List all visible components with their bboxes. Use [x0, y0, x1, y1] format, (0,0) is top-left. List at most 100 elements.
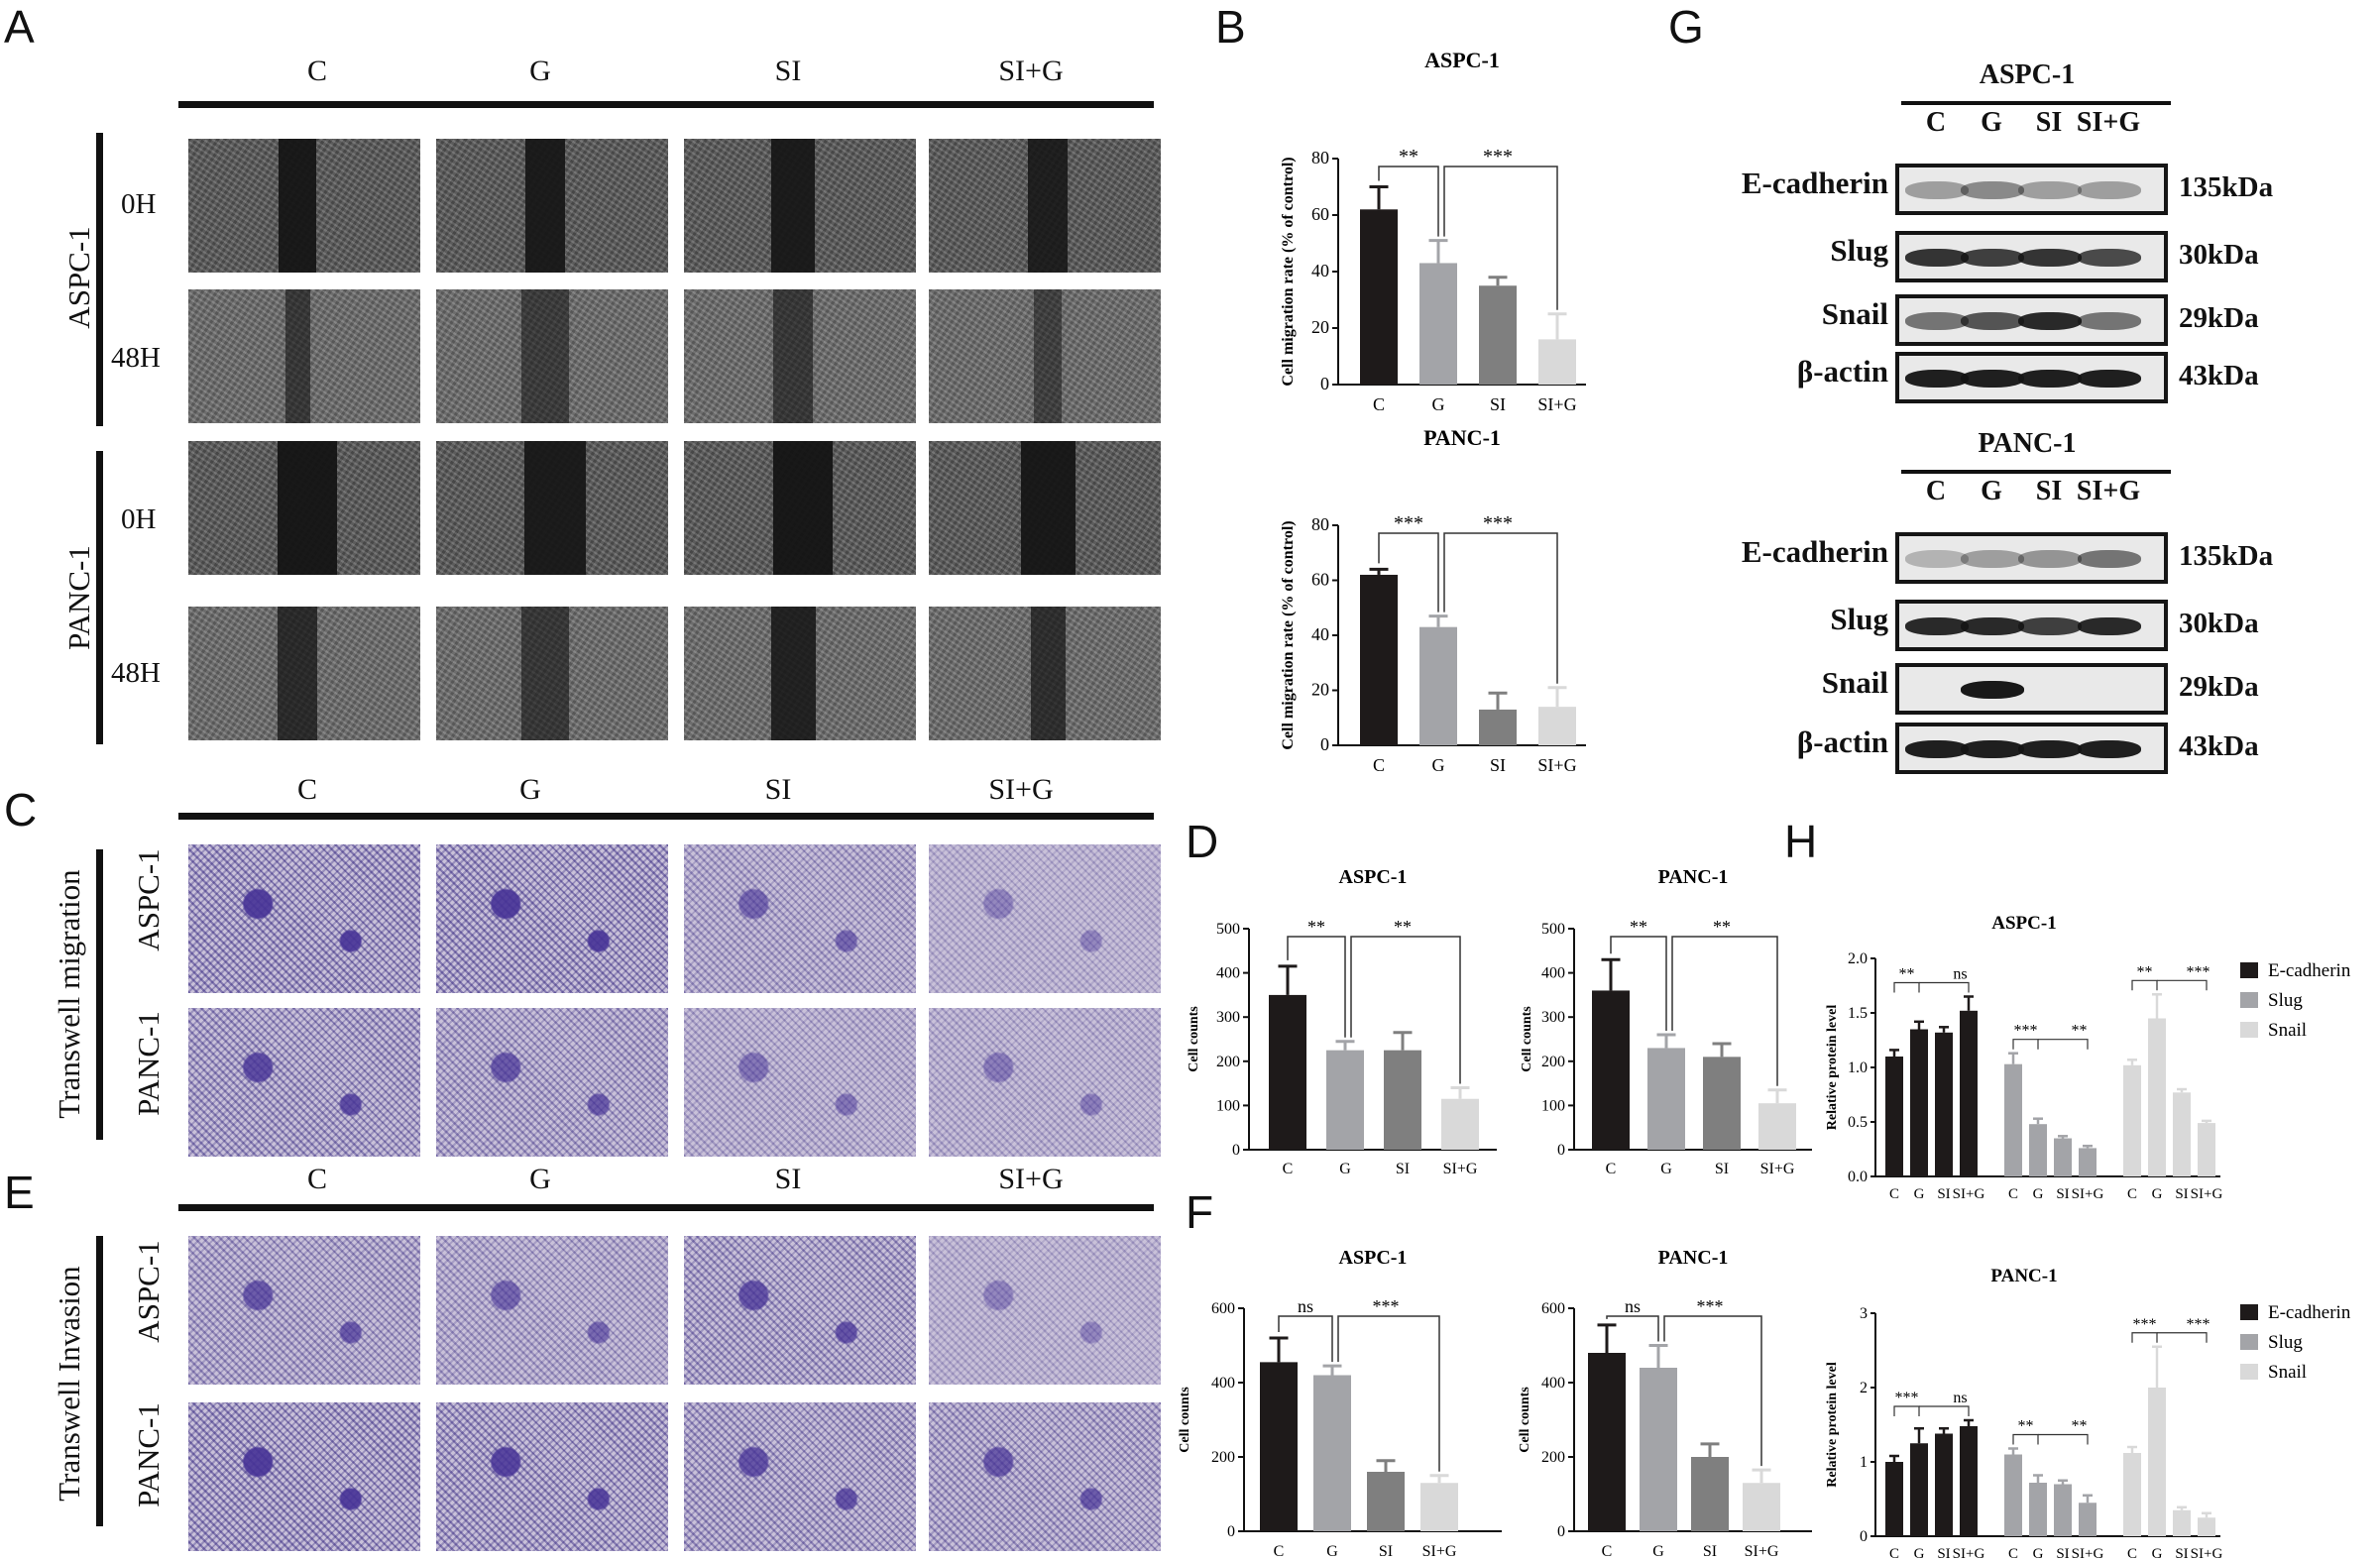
col-header-c: C: [306, 55, 327, 87]
kda-label: 29kDa: [2179, 671, 2259, 703]
wound-gap: [771, 139, 815, 273]
protein-band: [2078, 181, 2141, 199]
bar-Slug: [2054, 1484, 2072, 1536]
col-header-sig: SI+G: [998, 1163, 1064, 1195]
y-tick-label: 40: [1311, 261, 1329, 280]
blot-strip: [1895, 723, 2168, 774]
sig-label: ns: [1625, 1296, 1641, 1316]
x-tick-label: G: [1914, 1546, 1925, 1561]
wound-gap: [525, 139, 565, 273]
legend-swatch: [2240, 1022, 2258, 1038]
y-tick-label: 400: [1541, 965, 1565, 982]
bar-E-cadherin: [1960, 1426, 1978, 1536]
protein-band: [1905, 312, 1969, 330]
col-header-sig: SI+G: [988, 773, 1054, 806]
sig-label: **: [2018, 1418, 2034, 1435]
protein-band: [2018, 617, 2082, 635]
bar-G: [1419, 626, 1457, 745]
transwell-image: [929, 1402, 1161, 1551]
wound-gap: [278, 441, 337, 575]
bar-SI+G: [1538, 339, 1576, 385]
sig-bracket: [1893, 1405, 1920, 1416]
wound-image: [929, 139, 1161, 273]
x-tick-label: SI: [1703, 1543, 1717, 1560]
col-header-g: G: [529, 55, 551, 87]
y-tick-label: 1: [1860, 1454, 1868, 1471]
y-tick-label: 0: [1860, 1528, 1868, 1545]
bar-Slug: [2079, 1503, 2097, 1536]
chart-b-panc1: PANC-1 0 20 40 60 80 Cell migration rate (% of…: [1280, 425, 1586, 775]
y-axis-label: Relative protein level: [1825, 1362, 1840, 1488]
wound-image: [436, 289, 668, 423]
sig-bracket: [1606, 1315, 1659, 1342]
protein-label: Snail: [1821, 296, 1888, 331]
x-tick-label: G: [1432, 394, 1445, 414]
y-tick-label: 3: [1860, 1305, 1868, 1322]
bar-E-cadherin: [1960, 1010, 1978, 1176]
y-tick-label: 0: [1232, 1142, 1240, 1159]
bar-SI: [1479, 285, 1517, 385]
blot-strip: [1895, 532, 2168, 584]
lane-label: SI+G: [2076, 107, 2141, 138]
legend-swatch: [2240, 1364, 2258, 1380]
x-tick-label: SI+G: [2072, 1546, 2104, 1561]
protein-band: [2018, 181, 2082, 199]
x-tick-label: G: [1652, 1543, 1664, 1560]
kda-label: 30kDa: [2179, 608, 2259, 639]
bar-C: [1269, 994, 1306, 1150]
wound-gap: [521, 607, 569, 740]
sig-bracket: [1350, 936, 1461, 1084]
side-bracket: [96, 1236, 103, 1526]
x-tick-label: SI+G: [1422, 1543, 1457, 1560]
transwell-image: [436, 844, 668, 993]
protein-band: [1961, 740, 2024, 758]
wound-gap: [1028, 139, 1068, 273]
transwell-image: [436, 1236, 668, 1385]
sig-bracket: [1919, 981, 1970, 993]
bar-E-cadherin: [1935, 1032, 1953, 1176]
bar-Snail: [2198, 1517, 2215, 1536]
wound-image: [436, 139, 668, 273]
sig-label: ns: [1298, 1296, 1313, 1316]
sig-label: ***: [1483, 512, 1513, 534]
sig-label: ***: [2187, 1316, 2210, 1333]
wound-gap: [773, 289, 813, 423]
wound-image: [684, 441, 916, 575]
x-tick-label: C: [1373, 394, 1385, 414]
protein-band: [1961, 681, 2024, 699]
bar-Snail: [2173, 1509, 2191, 1536]
x-tick-label: G: [1914, 1186, 1925, 1202]
bar-C: [1360, 209, 1398, 385]
x-tick-label: C: [1373, 755, 1385, 775]
bar-G: [1640, 1368, 1677, 1531]
sig-bracket: [2131, 1332, 2158, 1343]
row-group-panc1: PANC-1: [61, 545, 96, 650]
x-tick-label: G: [2033, 1186, 2044, 1202]
x-tick-label: G: [1432, 755, 1445, 775]
y-tick-label: 0: [1557, 1142, 1565, 1159]
x-tick-label: SI: [2175, 1546, 2188, 1561]
sig-label: **: [1307, 917, 1325, 937]
sig-label: ns: [1953, 1390, 1967, 1406]
chart-title: ASPC-1: [1424, 48, 1500, 72]
legend-label: Slug: [2268, 1332, 2303, 1353]
y-axis-label: Cell migration rate (% of control): [1280, 157, 1297, 386]
sig-bracket: [1610, 936, 1667, 1032]
x-tick-label: SI+G: [1537, 755, 1576, 775]
wound-image: [436, 607, 668, 740]
y-tick-label: 80: [1311, 148, 1329, 167]
chart-f-aspc1: ASPC-1 0 200 400 600 Cell counts C G SI SI+G ns ***: [1178, 1247, 1502, 1560]
sig-label: **: [1399, 146, 1418, 167]
wound-image: [188, 289, 420, 423]
panel-label-f: F: [1186, 1186, 1214, 1238]
sig-bracket: [2157, 1332, 2208, 1343]
y-tick-label: 0: [1227, 1523, 1235, 1540]
y-axis-label: Cell counts: [1187, 1006, 1201, 1072]
sig-bracket: [2012, 1039, 2039, 1050]
x-tick-label: SI: [2175, 1186, 2188, 1202]
lane-label: C: [1925, 476, 1947, 506]
sig-label: **: [2072, 1418, 2088, 1435]
legend-swatch: [2240, 992, 2258, 1008]
protein-band: [1905, 249, 1969, 267]
